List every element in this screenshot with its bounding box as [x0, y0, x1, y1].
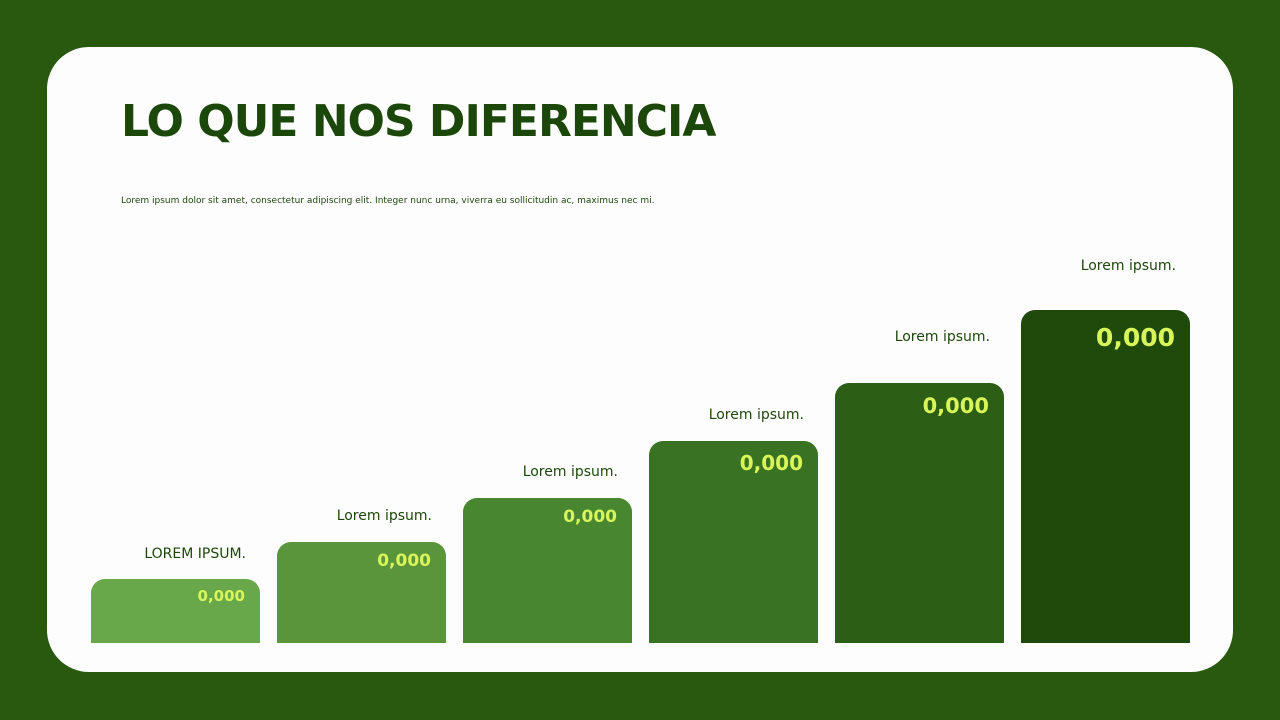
- subtitle: Lorem ipsum dolor sit amet, consectetur …: [121, 196, 655, 206]
- step-value: 0,000: [377, 550, 431, 571]
- step-bar: 0,000: [1021, 310, 1190, 643]
- step-label: Lorem ipsum.: [522, 464, 618, 480]
- step-label: Lorem ipsum.: [1080, 258, 1176, 274]
- step-value: 0,000: [1095, 322, 1175, 352]
- step-bar: 0,000: [277, 542, 446, 643]
- step-label: Lorem ipsum.: [336, 508, 432, 524]
- step-value: 0,000: [197, 586, 245, 605]
- step-value: 0,000: [739, 451, 803, 475]
- step-label: Lorem ipsum.: [708, 407, 804, 423]
- step-bar: 0,000: [835, 383, 1004, 643]
- title: LO QUE NOS DIFERENCIA: [121, 96, 716, 147]
- step-label: Lorem ipsum.: [894, 329, 990, 345]
- step-value: 0,000: [563, 506, 617, 527]
- step-bar: 0,000: [463, 498, 632, 643]
- step-label: LOREM IPSUM.: [144, 546, 246, 562]
- step-value: 0,000: [922, 393, 989, 418]
- step-bar: 0,000: [649, 441, 818, 643]
- step-bar: 0,000: [91, 579, 260, 643]
